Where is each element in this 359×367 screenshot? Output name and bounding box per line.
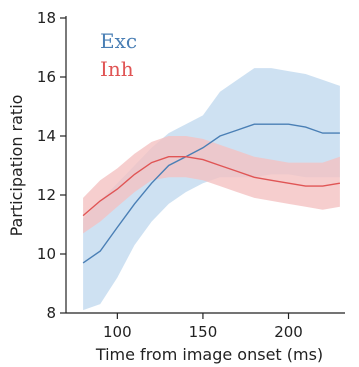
- x-tick-label: 150: [189, 323, 218, 341]
- band-exc: [83, 68, 340, 311]
- y-axis-label: Participation ratio: [7, 95, 26, 237]
- axes: 8 10 12 14 16 18 100 150 200: [37, 9, 345, 341]
- y-tick-label: 14: [37, 127, 56, 145]
- y-tick-label: 8: [46, 304, 56, 322]
- y-tick-label: 16: [37, 68, 56, 86]
- y-tick-label: 10: [37, 245, 56, 263]
- legend: Exc Inh: [100, 29, 137, 81]
- line-inh: [82, 155, 341, 217]
- line-exc: [82, 123, 340, 264]
- y-tick-label: 12: [37, 186, 56, 204]
- x-axis-label: Time from image onset (ms): [95, 345, 323, 364]
- confidence-bands: [83, 68, 340, 311]
- x-tick-label: 200: [274, 323, 303, 341]
- legend-entry-inh: Inh: [100, 57, 134, 81]
- series-lines: [82, 123, 341, 264]
- legend-entry-exc: Exc: [100, 29, 137, 53]
- y-tick-label: 18: [37, 9, 56, 27]
- band-inh: [83, 136, 340, 234]
- x-tick-label: 100: [103, 323, 132, 341]
